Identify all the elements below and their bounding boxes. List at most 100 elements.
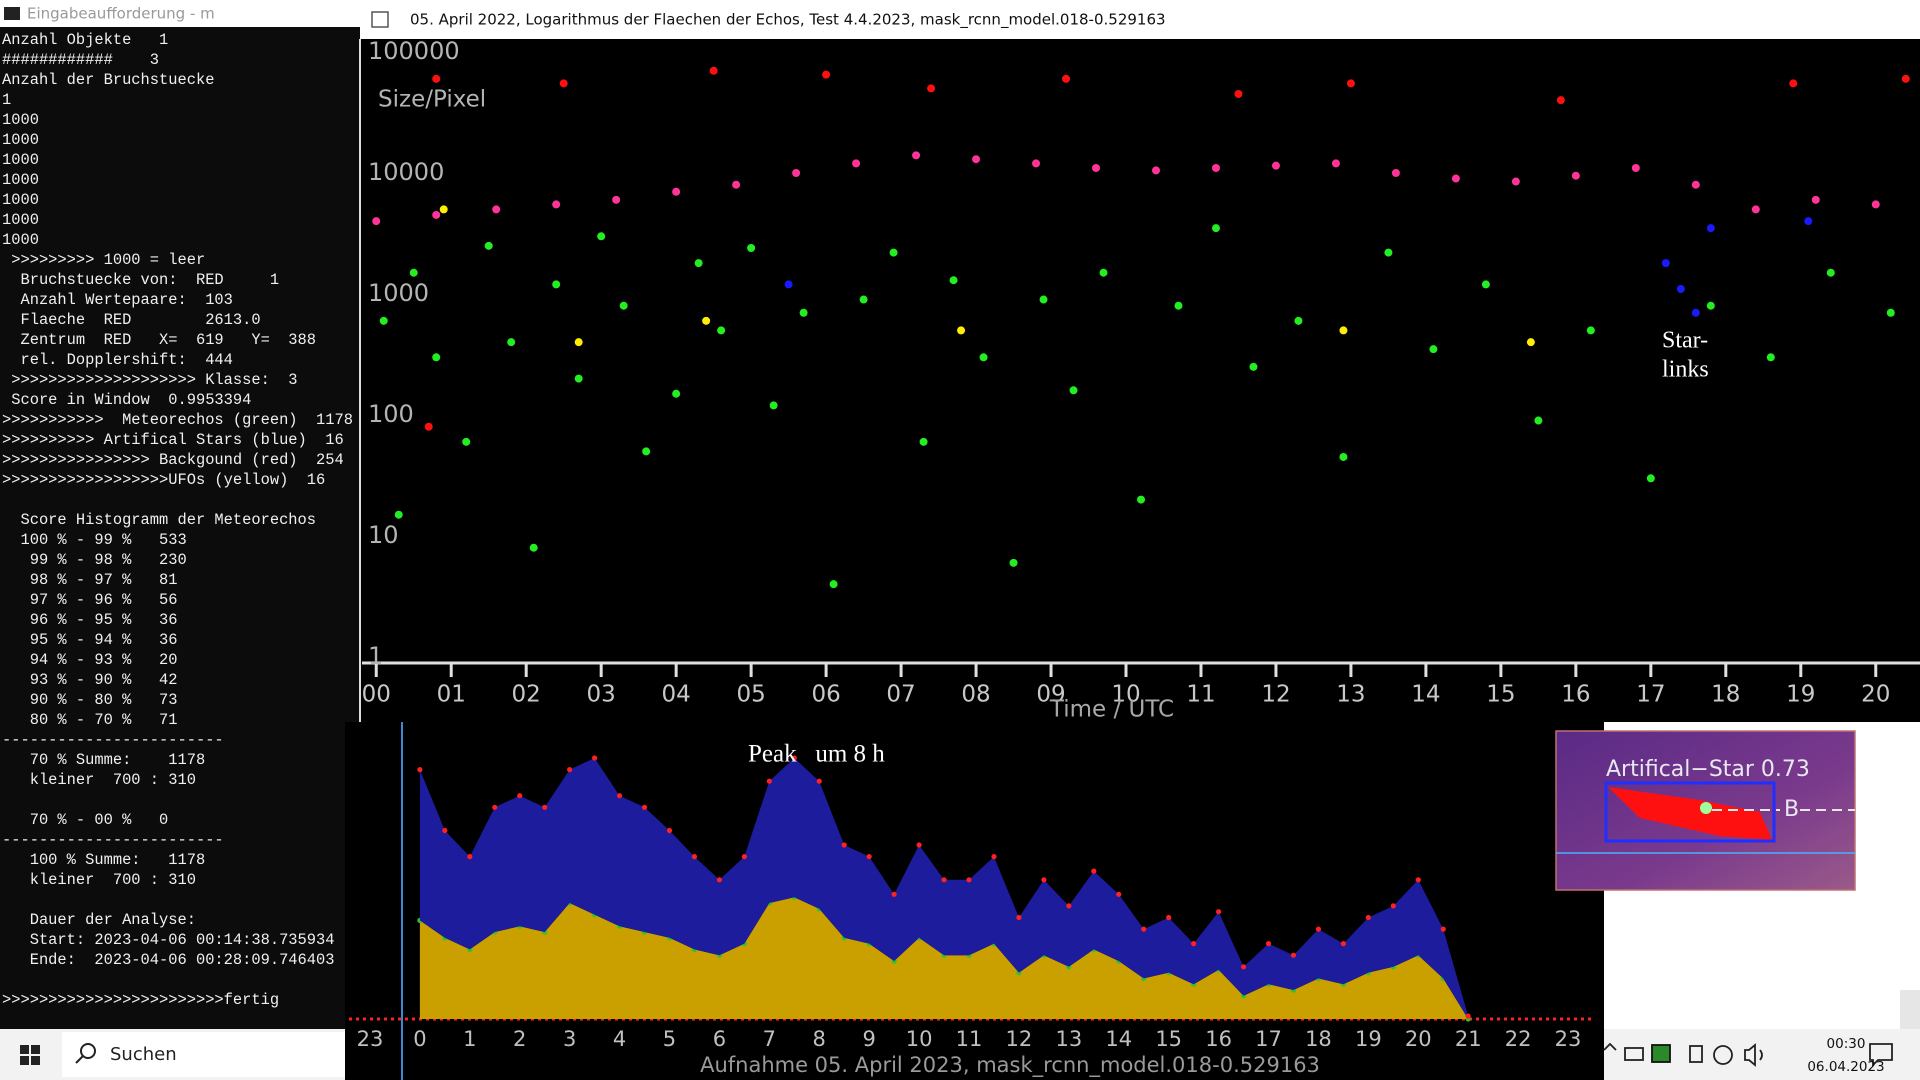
search-text[interactable]: Suchen: [110, 1044, 177, 1065]
data-point: [979, 353, 988, 362]
console-line: 70 % Summe: 1178: [2, 751, 205, 769]
console-line: 90 % - 80 % 73: [2, 691, 177, 709]
x-tick-label: 15: [1486, 682, 1515, 708]
console-line: Score in Window 0.9953394: [2, 391, 251, 409]
data-point: [1661, 259, 1670, 268]
window-icon: [371, 11, 389, 28]
data-point: [394, 510, 403, 519]
data-point: [1586, 326, 1595, 335]
area-point: [866, 854, 872, 860]
y-tick-label: 100000: [368, 37, 460, 65]
area-point: [1116, 891, 1122, 897]
area-point: [941, 877, 947, 883]
area-point: [766, 778, 772, 784]
data-point: [1631, 163, 1640, 172]
data-point: [409, 268, 418, 277]
data-point: [1062, 74, 1071, 83]
data-point: [769, 401, 778, 410]
data-point: [829, 580, 838, 589]
area-point: [1066, 903, 1072, 909]
area-point: [1290, 952, 1297, 958]
area-point: [567, 767, 573, 773]
area-point: [691, 854, 698, 860]
data-point: [799, 308, 808, 317]
data-point: [1346, 79, 1355, 88]
data-point: [1339, 452, 1348, 461]
console-line: rel. Dopplershift: 444: [2, 351, 233, 369]
data-point: [792, 169, 801, 177]
data-point: [694, 259, 703, 268]
data-point: [1706, 224, 1715, 233]
data-point: [612, 195, 621, 204]
console-line: >>>>>>>>>> Artifical Stars (blue) 16: [2, 431, 344, 449]
scrollbar[interactable]: [1900, 990, 1920, 1029]
x-tick-label: 21: [1455, 1027, 1482, 1051]
data-point: [1391, 169, 1400, 177]
start-button[interactable]: [20, 1045, 40, 1065]
x-tick-label: 17: [1636, 682, 1665, 708]
console-line: 1000: [2, 131, 39, 149]
data-point: [1811, 195, 1820, 204]
plot-titlebar[interactable]: [360, 0, 1920, 39]
y-tick-label: 10000: [368, 158, 444, 186]
data-point: [1526, 338, 1535, 347]
data-point: [889, 248, 898, 257]
data-point: [709, 66, 718, 75]
data-point: [507, 338, 516, 347]
x-tick-label: 13: [1055, 1027, 1082, 1051]
data-point: [1331, 159, 1340, 168]
data-point: [949, 276, 958, 285]
area-point: [1016, 914, 1022, 921]
x-tick-label: 02: [512, 682, 541, 708]
area-point: [1390, 903, 1396, 909]
y-tick-label: 100: [368, 400, 414, 428]
area-point: [916, 842, 922, 848]
x-tick-label: 3: [563, 1027, 576, 1051]
data-point: [1676, 284, 1685, 293]
data-point: [822, 70, 831, 79]
data-point: [1384, 248, 1393, 257]
inset-box: [1604, 781, 1776, 843]
area-point: [1340, 941, 1346, 947]
x-tick-label: 23: [357, 1027, 384, 1051]
data-point: [552, 200, 561, 209]
area-point: [417, 767, 423, 773]
x-tick-label: 9: [862, 1027, 875, 1051]
data-point: [784, 280, 793, 289]
console-icon: [4, 7, 20, 20]
console-line: 1000: [2, 211, 39, 229]
x-tick-label: 1: [463, 1027, 476, 1051]
tray-icons[interactable]: [1603, 1042, 1893, 1068]
x-tick-label: 05: [736, 682, 765, 708]
console-line: 100 % Summe: 1178: [2, 851, 205, 869]
console-line: 80 % - 70 % 71: [2, 711, 177, 729]
inset-center: [1700, 802, 1712, 814]
data-point: [912, 151, 921, 160]
x-axis-label: Time / UTC: [1049, 697, 1174, 723]
data-point: [1871, 200, 1880, 209]
console-titlebar[interactable]: [0, 0, 360, 27]
area: [419, 897, 1469, 1019]
clock-date[interactable]: 06.04.2023: [1807, 1059, 1884, 1075]
x-tick-label: 12: [1261, 682, 1290, 708]
data-point: [1039, 295, 1048, 304]
data-point: [619, 301, 628, 310]
console-line: 1000: [2, 191, 39, 209]
area-point: [991, 854, 997, 860]
console-line: 100 % - 99 % 533: [2, 531, 187, 549]
inset-blob: [1608, 787, 1772, 840]
data-point: [717, 326, 726, 335]
search-box[interactable]: [62, 1032, 345, 1077]
clock-time[interactable]: 00:30: [1827, 1036, 1866, 1052]
area-point: [966, 877, 972, 883]
data-point: [574, 338, 583, 347]
console-line: 97 % - 96 % 56: [2, 591, 177, 609]
x-tick-label: 09: [1036, 682, 1065, 708]
area-point: [1191, 941, 1197, 947]
data-point: [432, 210, 441, 219]
console-line: Anzahl Objekte 1: [2, 31, 168, 49]
data-point: [529, 543, 538, 552]
console-line: 1000: [2, 171, 39, 189]
inset-label: Artifical−Star 0.73: [1606, 757, 1810, 782]
console-line: 1000: [2, 151, 39, 169]
